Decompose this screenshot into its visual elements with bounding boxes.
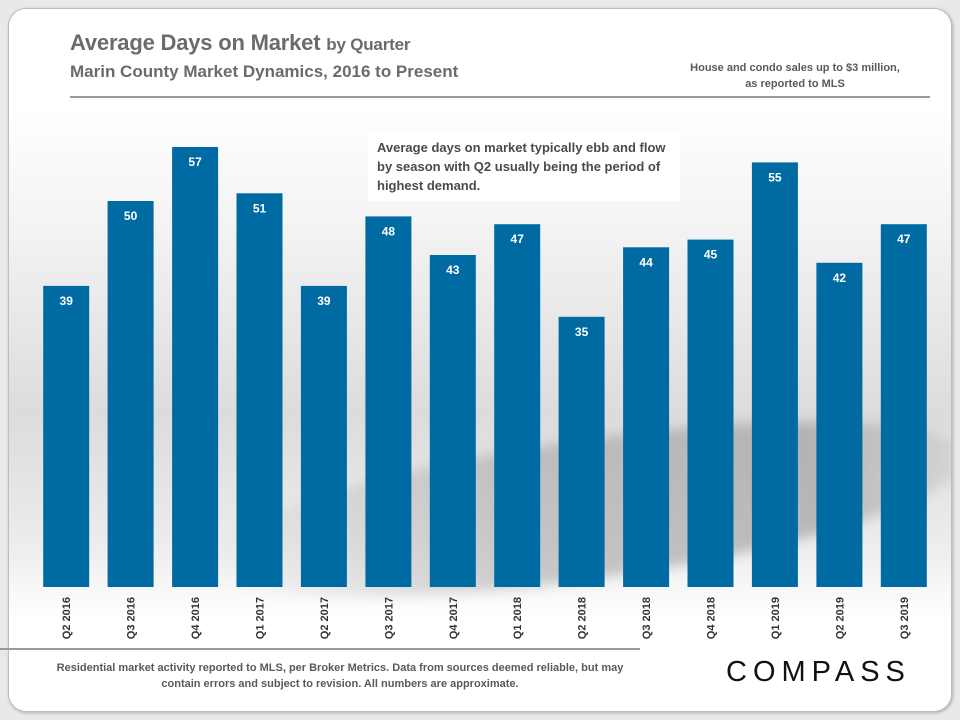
bar-q2-2017: [300, 285, 347, 587]
x-tick-label: Q1 2017: [255, 597, 267, 639]
bar-q2-2018: [558, 316, 605, 587]
title-suffix: by Quarter: [326, 35, 411, 54]
bar-value-label: 39: [60, 294, 74, 308]
bar-q4-2017: [429, 255, 476, 587]
x-tick-label: Q3 2017: [383, 597, 395, 639]
x-tick-label: Q2 2018: [577, 597, 589, 639]
bar-value-label: 42: [833, 271, 847, 285]
bar-q3-2016: [107, 201, 154, 587]
x-tick-label: Q2 2016: [61, 597, 73, 639]
bar-q4-2018: [687, 239, 734, 587]
bar-value-label: 47: [897, 232, 911, 246]
footer-divider: [0, 648, 640, 650]
x-tick-label: Q2 2019: [834, 597, 846, 639]
bar-q2-2016: [43, 285, 90, 587]
x-tick-label: Q1 2019: [770, 597, 782, 639]
x-tick-label: Q3 2018: [641, 597, 653, 639]
bar-value-label: 48: [382, 224, 396, 238]
title-main-text: Average Days on Market: [70, 30, 321, 55]
data-scope-note: House and condo sales up to $3 million, …: [690, 62, 900, 90]
bar-q3-2019: [880, 224, 927, 587]
bar-q3-2017: [365, 216, 412, 587]
x-tick-label: Q2 2017: [319, 597, 331, 639]
bar-q1-2017: [236, 193, 283, 588]
bar-value-label: 44: [639, 255, 653, 269]
title-divider: [70, 96, 930, 98]
bar-q1-2018: [494, 224, 541, 587]
x-tick-label: Q3 2016: [126, 597, 138, 639]
bar-value-label: 35: [575, 325, 589, 339]
chart-title: Average Days on Market by Quarter: [70, 30, 410, 56]
bar-value-label: 55: [768, 170, 782, 184]
chart-subtitle: Marin County Market Dynamics, 2016 to Pr…: [70, 62, 459, 81]
bar-q3-2018: [623, 247, 670, 588]
bar-q2-2019: [816, 262, 863, 587]
bar-q1-2019: [751, 162, 798, 587]
bar-q4-2016: [172, 147, 219, 587]
footer-disclaimer: Residential market activity reported to …: [56, 662, 624, 690]
bar-value-label: 50: [124, 209, 138, 223]
bar-value-label: 57: [188, 155, 202, 169]
chart-annotation: Average days on market typically ebb and…: [368, 132, 680, 201]
bar-value-label: 51: [253, 201, 267, 215]
bar-value-label: 43: [446, 263, 460, 277]
compass-logo: COMPASS: [726, 656, 911, 688]
bar-value-label: 45: [704, 248, 718, 262]
x-tick-label: Q4 2018: [706, 597, 718, 639]
x-tick-label: Q4 2017: [448, 597, 460, 639]
bar-value-label: 39: [317, 294, 331, 308]
bar-value-label: 47: [511, 232, 525, 246]
x-tick-label: Q3 2019: [899, 597, 911, 639]
x-tick-label: Q4 2016: [190, 597, 202, 639]
x-tick-label: Q1 2018: [512, 597, 524, 639]
